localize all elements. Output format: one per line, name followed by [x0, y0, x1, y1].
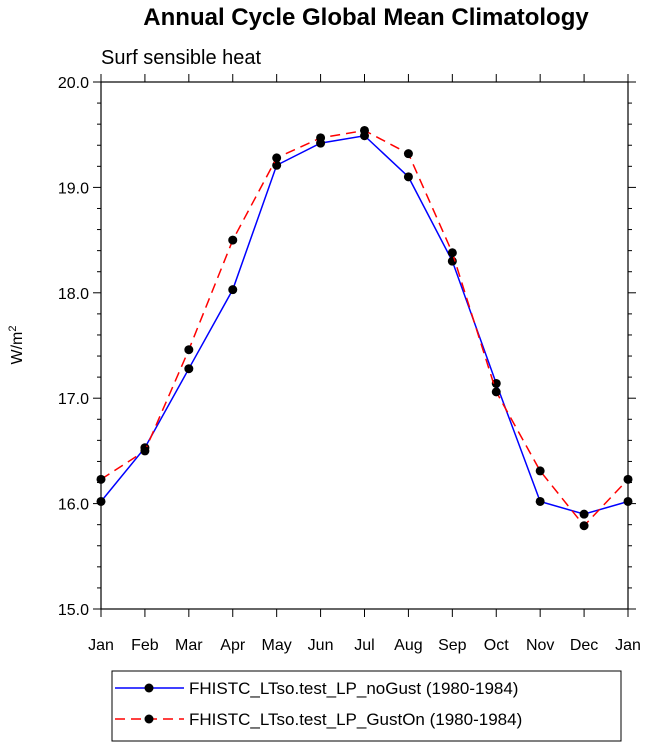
x-tick-label: Dec	[570, 637, 598, 654]
x-tick-label: Oct	[484, 637, 509, 654]
legend-label: FHISTC_LTso.test_LP_noGust (1980-1984)	[189, 679, 518, 698]
y-axis-label: W/m2	[7, 326, 26, 365]
data-point	[491, 378, 501, 388]
y-tick-label: 20.0	[58, 75, 89, 92]
y-tick-label: 16.0	[58, 497, 89, 514]
series-line	[100, 134, 629, 515]
axes: 15.0 16.0 17.0 18.0 19.0 20.0 Jan Feb Mar Apr May J…	[58, 74, 641, 654]
data-point	[403, 149, 413, 159]
y-tick-label: 18.0	[58, 286, 89, 303]
x-tick-label: Apr	[220, 637, 246, 654]
data-point	[228, 285, 238, 295]
chart-subtitle: Surf sensible heat	[101, 47, 262, 69]
x-tick-label: Nov	[526, 637, 554, 654]
plot-frame	[100, 81, 629, 610]
legend-marker	[144, 683, 154, 693]
data-point	[403, 172, 413, 182]
data-point	[96, 474, 106, 484]
data-point	[228, 235, 238, 245]
data-point	[579, 521, 589, 531]
x-tick-label: Mar	[175, 637, 203, 654]
data-point	[623, 496, 633, 506]
series-line	[100, 129, 629, 527]
y-tick-label: 19.0	[58, 180, 89, 197]
x-tick-label: Jan	[615, 637, 641, 654]
series-layer	[96, 125, 633, 531]
x-tick-label: Sep	[438, 637, 467, 654]
series-1	[96, 131, 633, 519]
x-tick-label: May	[262, 637, 292, 654]
data-point	[360, 125, 369, 135]
x-tick-label: Jul	[354, 637, 374, 654]
data-point	[579, 509, 589, 519]
legend-marker	[144, 714, 154, 724]
chart-title: Annual Cycle Global Mean Climatology	[143, 4, 589, 31]
legend-box	[111, 670, 622, 742]
data-point	[140, 446, 150, 456]
y-axis-label-unit: W/m	[9, 332, 26, 365]
y-tick-label: 17.0	[58, 391, 89, 408]
series-2	[96, 125, 633, 531]
data-point	[184, 345, 194, 355]
y-axis-label-exponent: 2	[7, 326, 19, 332]
data-point	[447, 248, 457, 258]
x-tick-label: Aug	[394, 637, 422, 654]
data-point	[535, 496, 545, 506]
x-tick-label: Jun	[308, 637, 334, 654]
legend-label: FHISTC_LTso.test_LP_GustOn (1980-1984)	[189, 710, 522, 729]
data-point	[316, 133, 326, 143]
data-point	[623, 474, 633, 484]
x-tick-label: Jan	[88, 637, 114, 654]
data-point	[184, 364, 194, 374]
data-point	[272, 153, 282, 163]
data-point	[491, 387, 501, 397]
data-point	[535, 466, 545, 476]
y-tick-label: 15.0	[58, 602, 89, 619]
x-tick-label: Feb	[131, 637, 159, 654]
data-point	[96, 496, 106, 506]
legend: FHISTC_LTso.test_LP_noGust (1980-1984) FH…	[115, 679, 522, 729]
